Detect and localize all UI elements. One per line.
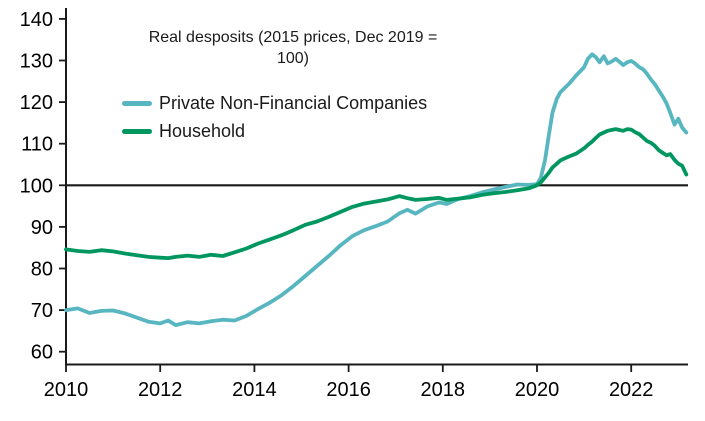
household-line-series	[64, 127, 689, 261]
x-axis-tick-label: 2012	[138, 379, 183, 401]
legend-item-household: Household	[122, 117, 427, 145]
chart-legend: Private Non-Financial Companies Househol…	[122, 89, 427, 145]
legend-label-household: Household	[159, 120, 246, 141]
legend-item-pnfc: Private Non-Financial Companies	[122, 89, 427, 117]
x-axis-tick-label: 2018	[421, 379, 466, 401]
y-axis-tick-label: 100	[20, 175, 53, 197]
y-axis-tick-label: 90	[31, 217, 53, 239]
pnfc-line-swatch-icon	[122, 100, 152, 106]
legend-label-pnfc: Private Non-Financial Companies	[159, 92, 428, 113]
x-axis-tick-label: 2014	[232, 379, 277, 401]
chart-title: Real desposits (2015 prices, Dec 2019 = …	[113, 27, 473, 69]
y-axis-tick-label: 70	[31, 300, 53, 322]
x-axis-tick-label: 2020	[515, 379, 560, 401]
y-axis-tick-label: 130	[20, 51, 53, 73]
pnfc-line-series	[64, 52, 689, 328]
household-line-swatch-icon	[122, 128, 152, 134]
y-axis-tick-label: 120	[20, 92, 53, 114]
x-axis-tick-label: 2010	[44, 379, 89, 401]
y-axis-tick-label: 140	[20, 9, 53, 31]
chart-title-line2: 100)	[276, 50, 310, 67]
x-axis-tick-label: 2022	[609, 379, 654, 401]
chart-title-line1: Real desposits (2015 prices, Dec 2019 =	[148, 29, 438, 46]
x-axis-tick-label: 2016	[326, 379, 371, 401]
y-axis-tick-label: 60	[31, 342, 53, 364]
y-axis-tick-label: 110	[21, 134, 53, 156]
y-axis-tick-label: 80	[31, 259, 53, 281]
